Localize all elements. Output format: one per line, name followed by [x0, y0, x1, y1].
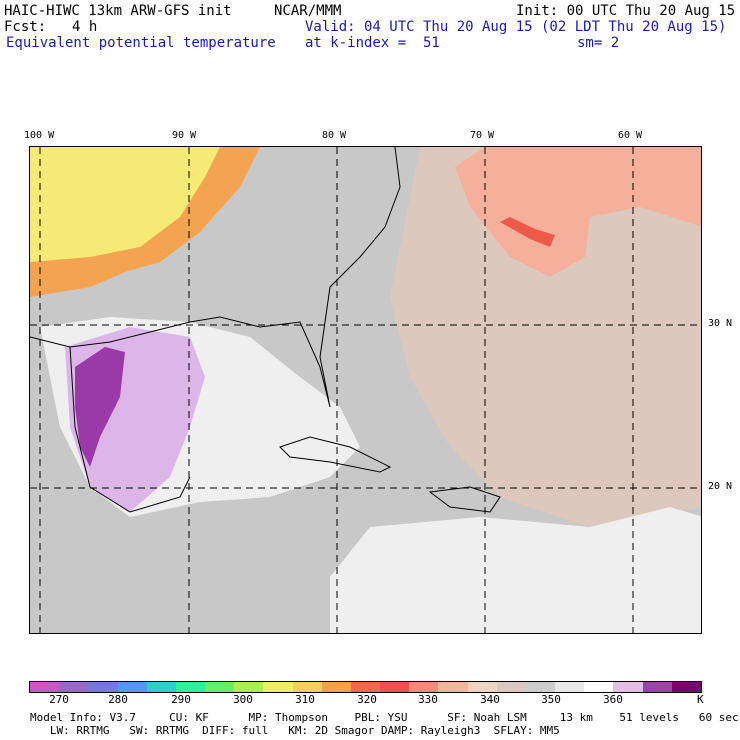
gulf-purple-region: [75, 347, 125, 467]
lon-label-60w: 60 W: [618, 130, 643, 141]
colorbar-tick-320: 320: [357, 693, 377, 706]
colorbar-tick-340: 340: [480, 693, 500, 706]
colorbar-tick-280: 280: [108, 693, 128, 706]
colorbar-tick-300: 300: [233, 693, 253, 706]
colorbar-tick-330: 330: [418, 693, 438, 706]
colorbar-swatch: [555, 682, 585, 692]
forecast-hour: 4 h: [72, 19, 98, 35]
colorbar-swatch: [59, 682, 89, 692]
map-panel: [29, 146, 702, 634]
colorbar-swatch: [496, 682, 526, 692]
model-info-line2: LW: RRTMG SW: RRTMG DIFF: full KM: 2D Sm…: [30, 724, 560, 737]
us-gulf-coastline: [30, 147, 401, 408]
lon-label-70w: 70 W: [470, 130, 495, 141]
colorbar-swatch: [321, 682, 351, 692]
lat-label-30n: 30 N: [708, 318, 733, 329]
colorbar-tick-290: 290: [171, 693, 191, 706]
colorbar-swatch: [380, 682, 410, 692]
colorbar-swatch: [584, 682, 614, 692]
field-name: Equivalent potential temperature: [6, 35, 276, 51]
colorbar-swatch: [234, 682, 264, 692]
colorbar: [29, 681, 702, 693]
caribbean-light-region: [330, 507, 701, 633]
forecast-label: Fcst:: [4, 19, 47, 35]
colorbar-swatch: [525, 682, 556, 692]
lon-label-80w: 80 W: [322, 130, 347, 141]
colorbar-tick-350: 350: [541, 693, 561, 706]
model-info-line1: Model Info: V3.7 CU: KF MP: Thompson PBL…: [30, 711, 739, 724]
colorbar-swatch: [205, 682, 235, 692]
map-graticule: [30, 147, 701, 633]
colorbar-swatch: [438, 682, 468, 692]
smoothing-info: sm= 2: [577, 35, 620, 51]
land-yellow-region: [30, 147, 220, 262]
hispaniola-outline: [428, 486, 501, 513]
colorbar-swatch: [350, 682, 381, 692]
colorbar-swatch: [117, 682, 147, 692]
colorbar-swatch: [671, 682, 701, 692]
colorbar-swatch: [175, 682, 206, 692]
theta-e-field-map: [30, 147, 701, 633]
colorbar-swatch: [146, 682, 176, 692]
colorbar-tick-360: 360: [603, 693, 623, 706]
atlantic-red-swirl: [500, 217, 555, 247]
colorbar-swatch: [30, 682, 60, 692]
colorbar-swatch: [292, 682, 322, 692]
center-label: NCAR/MMM: [274, 3, 342, 19]
lat-label-20n: 20 N: [708, 481, 733, 492]
colorbar-swatch: [642, 682, 672, 692]
colorbar-tick-270: 270: [49, 693, 69, 706]
lon-label-100w: 100 W: [24, 130, 55, 141]
atlantic-tan-region: [390, 147, 701, 527]
cuba-outline: [279, 436, 392, 473]
colorbar-swatch: [409, 682, 439, 692]
colorbar-swatch: [613, 682, 643, 692]
mexico-coastline: [69, 346, 191, 513]
colorbar-swatch: [88, 682, 118, 692]
atlantic-peach-swirl: [455, 147, 701, 277]
level-info: at k-index = 51: [305, 35, 440, 51]
colorbar-swatch: [263, 682, 293, 692]
colorbar-tick-310: 310: [295, 693, 315, 706]
model-title: HAIC-HIWC 13km ARW-GFS init: [4, 3, 232, 19]
lon-label-90w: 90 W: [172, 130, 197, 141]
colorbar-swatch: [467, 682, 497, 692]
colorbar-unit: K: [697, 693, 704, 706]
valid-time: Valid: 04 UTC Thu 20 Aug 15 (02 LDT Thu …: [305, 19, 727, 35]
init-time: Init: 00 UTC Thu 20 Aug 15: [516, 3, 736, 19]
